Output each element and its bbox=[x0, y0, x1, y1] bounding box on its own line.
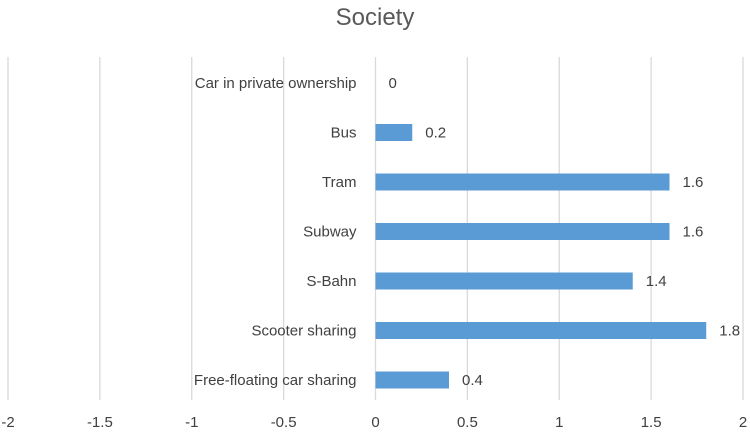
data-label: 0.2 bbox=[425, 125, 446, 142]
category-label: Free-floating car sharing bbox=[194, 372, 357, 389]
category-labels: Car in private ownership Bus Tram Subway S-B… bbox=[194, 75, 357, 389]
x-tick-label: -1.5 bbox=[87, 414, 113, 431]
bar bbox=[375, 124, 413, 141]
data-label: 1.4 bbox=[646, 273, 667, 290]
x-tick-label: 2 bbox=[739, 414, 747, 431]
data-label: 0.4 bbox=[462, 372, 483, 389]
category-label: S-Bahn bbox=[306, 273, 356, 290]
bars bbox=[375, 124, 707, 389]
category-label: Car in private ownership bbox=[195, 75, 357, 92]
x-tick-label: -1 bbox=[185, 414, 198, 431]
bar bbox=[375, 173, 670, 191]
x-tick-label: 1 bbox=[555, 414, 563, 431]
category-label: Bus bbox=[331, 125, 357, 142]
bar bbox=[375, 371, 449, 389]
bar bbox=[375, 272, 633, 290]
data-label: 0 bbox=[389, 75, 397, 92]
data-labels: 0 0.2 1.6 1.6 1.4 1.8 0.4 bbox=[389, 75, 741, 389]
data-label: 1.8 bbox=[719, 323, 740, 340]
data-label: 1.6 bbox=[683, 174, 704, 191]
bar bbox=[375, 223, 670, 240]
x-tick-label: -0.5 bbox=[271, 414, 297, 431]
category-label: Scooter sharing bbox=[251, 323, 356, 340]
x-tick-label: -2 bbox=[1, 414, 14, 431]
bar bbox=[375, 322, 707, 339]
category-label: Tram bbox=[322, 174, 356, 191]
x-tick-label: 1.5 bbox=[641, 414, 662, 431]
category-label: Subway bbox=[303, 224, 357, 241]
x-tick-label: 0.5 bbox=[457, 414, 478, 431]
data-label: 1.6 bbox=[683, 224, 704, 241]
chart-title: Society bbox=[336, 4, 415, 31]
x-axis-tick-labels: -2 -1.5 -1 -0.5 0 0.5 1 1.5 2 bbox=[1, 414, 747, 431]
x-tick-label: 0 bbox=[371, 414, 379, 431]
